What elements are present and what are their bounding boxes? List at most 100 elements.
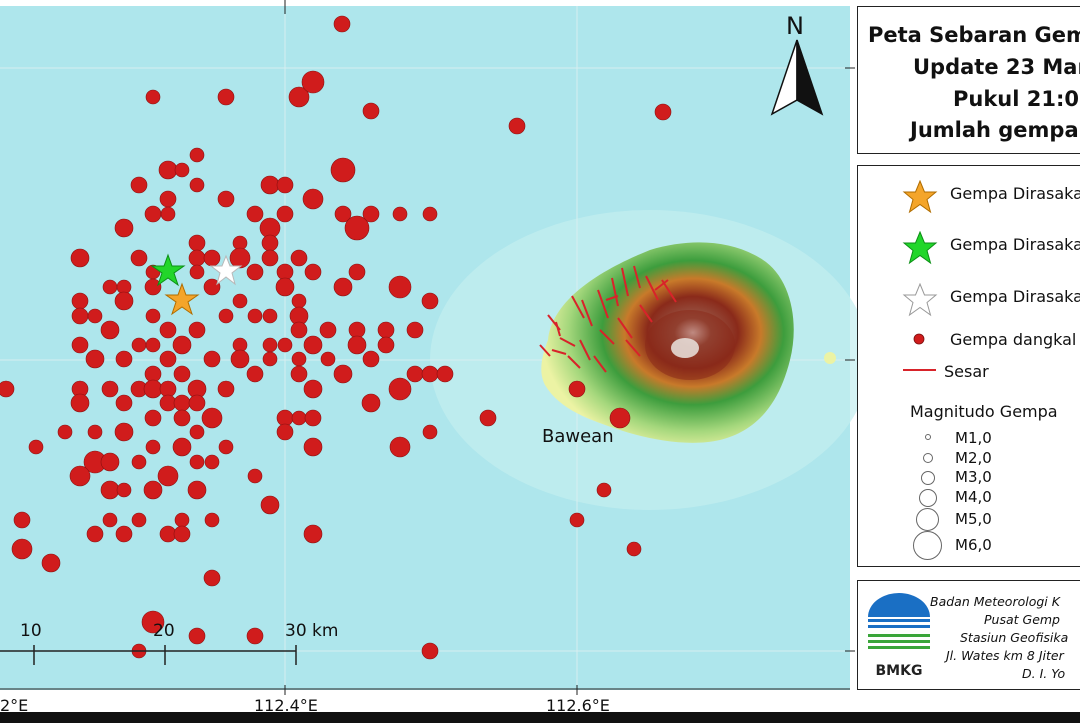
quake-epicenter (348, 321, 366, 339)
agency-panel: BMKG Badan Meteorologi K Pusat Gemp Stas… (857, 580, 1080, 690)
quake-epicenter (436, 365, 454, 383)
earthquakes (0, 15, 672, 660)
fault-segment (597, 289, 609, 319)
quake-epicenter (347, 335, 367, 355)
fault-segment (617, 317, 633, 339)
quake-epicenter (188, 234, 206, 252)
quake-epicenter (362, 205, 380, 223)
fault-segment (625, 339, 641, 357)
quake-epicenter (173, 409, 191, 427)
legend-label: Gempa Dirasakan (950, 235, 1080, 254)
quake-epicenter (115, 525, 133, 543)
quake-epicenter (333, 15, 351, 33)
quake-epicenter (229, 247, 251, 269)
quake-epicenter (217, 88, 235, 106)
quake-epicenter (277, 337, 293, 353)
quake-epicenter (160, 206, 176, 222)
magnitude-label-m6: M6,0 (955, 536, 992, 554)
quake-epicenter (334, 205, 352, 223)
magnitude-circle-m6 (913, 531, 942, 560)
quake-epicenter (71, 292, 89, 310)
quake-epicenter (116, 482, 132, 498)
fault-segment (581, 299, 593, 327)
legend-item-felt-green: Gempa Dirasakan (858, 231, 1080, 265)
quake-epicenter (261, 249, 279, 267)
quake-epicenter (203, 350, 221, 368)
quake-epicenter (41, 553, 61, 573)
quake-epicenter (85, 349, 105, 369)
bottom-edge (0, 712, 1080, 723)
quake-epicenter (303, 437, 323, 457)
quake-epicenter (421, 642, 439, 660)
fault-segment (621, 267, 629, 297)
legend-panel: Gempa Dirasakan Gempa Dirasakan Gempa Di… (857, 165, 1080, 567)
quake-epicenter (217, 190, 235, 208)
quake-epicenter (173, 365, 191, 383)
scale-label-30: 30 km (285, 621, 338, 641)
legend-item-felt-orange: Gempa Dirasakan (858, 180, 1080, 214)
quake-epicenter (291, 351, 307, 367)
lon-label-2: 112.4°E (254, 696, 318, 715)
magnitude-circle-m2 (923, 453, 933, 463)
quake-epicenter (189, 147, 205, 163)
quake-epicenter (70, 248, 90, 268)
quake-epicenter (100, 452, 120, 472)
quake-epicenter (568, 380, 586, 398)
magnitude-label-m5: M5,0 (955, 510, 992, 528)
quake-epicenter (143, 379, 163, 399)
quake-epicenter (159, 394, 177, 412)
fault-segment (645, 275, 659, 301)
quake-epicenter (290, 365, 308, 383)
north-arrow: N (770, 12, 824, 116)
fault-segment (579, 339, 591, 361)
quake-epicenter (276, 423, 294, 441)
quake-epicenter (172, 335, 192, 355)
quake-epicenter (230, 349, 250, 369)
star-icon (902, 231, 938, 265)
fault-segment (599, 329, 615, 345)
fault-line-icon (903, 369, 936, 371)
quake-epicenter (218, 439, 234, 455)
magnitude-circle-m5 (916, 508, 939, 531)
title-line-1: Peta Sebaran Gempa (868, 23, 1080, 47)
quake-epicenter (344, 215, 370, 241)
quake-epicenter (145, 308, 161, 324)
felt-quake-star-white (209, 254, 243, 286)
title-panel: Peta Sebaran Gempa Update 23 Maret Pukul… (857, 6, 1080, 154)
quake-epicenter (362, 102, 380, 120)
quake-epicenter (654, 103, 672, 121)
quake-epicenter (276, 409, 294, 427)
quake-epicenter (159, 380, 177, 398)
legend-label: Sesar (944, 362, 989, 381)
quake-epicenter (145, 337, 161, 353)
quake-epicenter (320, 351, 336, 367)
quake-epicenter (276, 205, 294, 223)
agency-line-2: Pusat Gemp (984, 612, 1060, 627)
quake-epicenter (262, 308, 278, 324)
felt-quakes (150, 253, 243, 316)
quake-epicenter (302, 188, 324, 210)
quake-epicenter (261, 234, 279, 252)
quake-epicenter (102, 279, 118, 295)
legend-item-shallow-quake: Gempa dangkal (858, 326, 1080, 356)
quake-epicenter (100, 320, 120, 340)
quake-epicenter (189, 454, 205, 470)
quake-epicenter (145, 89, 161, 105)
quake-epicenter (114, 422, 134, 442)
quake-epicenter (87, 424, 103, 440)
quake-epicenter (421, 365, 439, 383)
quake-epicenter (276, 176, 294, 194)
quake-epicenter (157, 465, 179, 487)
quake-epicenter (102, 512, 118, 528)
quake-epicenter (303, 379, 323, 399)
axis-strip (0, 690, 850, 712)
scale-bar: 10 20 30 km (0, 621, 338, 665)
star-icon (902, 283, 938, 317)
agency-line-1: Badan Meteorologi K (930, 594, 1060, 609)
quake-epicenter (275, 277, 295, 297)
quake-epicenter (57, 424, 73, 440)
quake-epicenter (69, 465, 91, 487)
quake-epicenter (203, 569, 221, 587)
quake-epicenter (479, 409, 497, 427)
